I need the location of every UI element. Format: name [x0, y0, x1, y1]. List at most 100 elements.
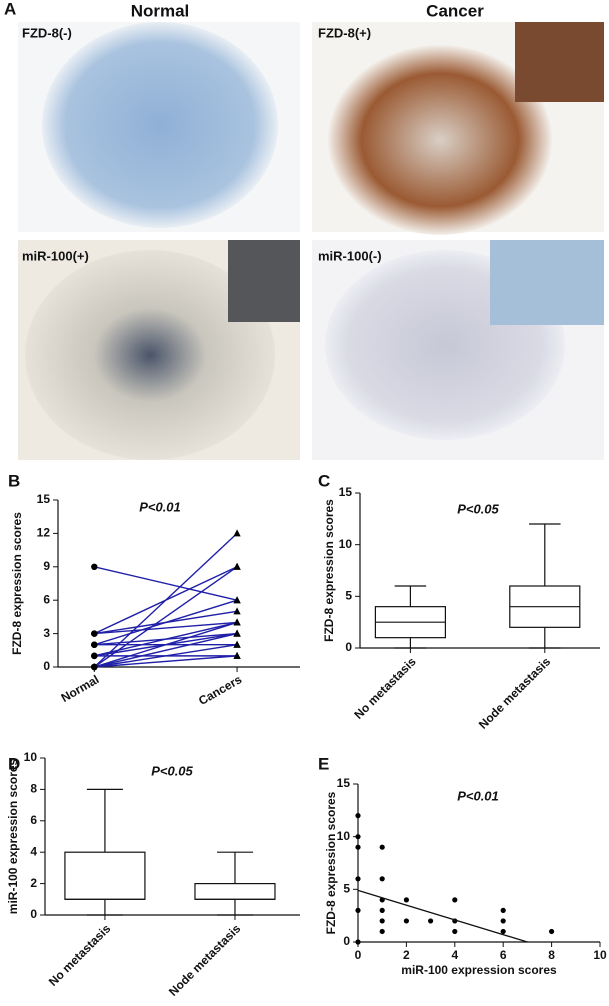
- x-tick-label: 2: [403, 948, 410, 962]
- micrograph: [18, 240, 300, 460]
- x-tick-label: Node metastasis: [476, 654, 554, 732]
- normal-point: [91, 652, 98, 660]
- y-tick-label: 6: [30, 813, 37, 827]
- x-axis-label: miR-100 expression scores: [401, 963, 557, 977]
- cancer-point: [233, 607, 241, 615]
- point: [403, 897, 409, 903]
- y-tick-label: 0: [343, 934, 350, 948]
- point: [379, 876, 385, 882]
- x-tick-label: Normal: [59, 672, 102, 705]
- point: [549, 928, 555, 935]
- point: [452, 928, 458, 935]
- pair-line: [94, 632, 238, 657]
- y-tick-label: 8: [30, 782, 37, 796]
- annotation: P<0.05: [457, 501, 499, 516]
- y-tick-label: 5: [343, 882, 350, 896]
- y-tick-label: 10: [337, 829, 351, 843]
- y-tick-label: 15: [337, 776, 351, 790]
- panel-label: D: [8, 754, 20, 773]
- x-tick-label: 4: [451, 948, 458, 962]
- pair-line: [94, 655, 238, 668]
- y-tick-label: 10: [24, 750, 38, 764]
- y-tick-label: 4: [30, 844, 37, 858]
- point: [355, 876, 361, 882]
- column-header: Normal: [131, 1, 190, 20]
- pair-line: [94, 566, 238, 635]
- cancer-point: [233, 529, 241, 537]
- x-tick-label: 0: [355, 948, 362, 962]
- image-label: FZD-8(+): [318, 25, 371, 40]
- y-tick-label: 3: [43, 626, 50, 640]
- y-tick-label: 5: [345, 589, 352, 603]
- cancer-point: [233, 596, 241, 604]
- cancer-point: [233, 640, 241, 648]
- annotation: P<0.05: [151, 763, 193, 778]
- cancer-point: [233, 618, 241, 626]
- pair-line: [94, 632, 238, 646]
- box: [194, 882, 276, 900]
- annotation: P<0.01: [139, 499, 181, 514]
- y-tick-label: 10: [339, 537, 353, 551]
- y-tick-label: 2: [30, 876, 37, 890]
- panel-label: C: [318, 471, 330, 490]
- x-tick-label: No metastasis: [351, 654, 419, 722]
- point: [428, 918, 434, 924]
- cancer-point: [233, 562, 241, 570]
- micrograph: [312, 240, 604, 460]
- micrograph: [18, 22, 300, 232]
- x-tick-label: 10: [593, 948, 607, 962]
- point: [379, 928, 385, 935]
- fit-line: [357, 889, 528, 943]
- point: [379, 844, 385, 850]
- panel-label: E: [318, 754, 329, 773]
- image-label: FZD-8(-): [22, 25, 72, 40]
- y-tick-label: 9: [43, 559, 50, 573]
- y-tick-label: 0: [30, 907, 37, 921]
- pair-line: [94, 610, 238, 635]
- x-tick-label: 6: [500, 948, 507, 962]
- point: [379, 918, 385, 924]
- normal-point: [91, 663, 98, 671]
- point: [355, 939, 361, 945]
- point: [355, 844, 361, 850]
- y-tick-label: 0: [345, 640, 352, 654]
- point: [379, 907, 385, 914]
- normal-point: [91, 641, 98, 648]
- y-tick-label: 15: [37, 492, 51, 506]
- y-tick-label: 12: [37, 526, 51, 540]
- panel-label: A: [4, 0, 16, 18]
- image-label: miR-100(-): [318, 248, 382, 263]
- image-label: miR-100(+): [22, 248, 89, 263]
- point: [403, 918, 409, 924]
- point: [500, 928, 506, 935]
- annotation: P<0.01: [457, 788, 499, 803]
- y-axis-label: miR-100 expression scores: [6, 758, 20, 914]
- point: [452, 897, 458, 903]
- y-axis-label: FZD-8 expression scores: [322, 499, 336, 642]
- normal-point: [91, 563, 98, 570]
- y-tick-label: 6: [43, 592, 50, 606]
- y-axis-label: FZD-8 expression scores: [324, 791, 338, 934]
- cancer-point: [233, 651, 241, 659]
- point: [500, 918, 506, 924]
- pair-line: [94, 632, 238, 668]
- micrograph: [312, 22, 604, 235]
- panel-label: B: [8, 471, 20, 490]
- column-header: Cancer: [426, 1, 484, 20]
- pair-line: [94, 566, 238, 601]
- x-tick-label: 8: [548, 948, 555, 962]
- y-axis-label: FZD-8 expression scores: [10, 512, 24, 655]
- point: [500, 907, 506, 914]
- box: [64, 851, 146, 900]
- cancer-point: [233, 629, 241, 637]
- y-tick-label: 0: [43, 659, 50, 673]
- x-tick-label: No metastasis: [46, 921, 114, 989]
- point: [355, 834, 361, 840]
- pair-line: [94, 621, 238, 635]
- x-tick-label: Cancers: [196, 672, 244, 708]
- point: [355, 813, 361, 819]
- y-tick-label: 15: [339, 485, 353, 499]
- point: [355, 907, 361, 914]
- normal-point: [91, 630, 98, 637]
